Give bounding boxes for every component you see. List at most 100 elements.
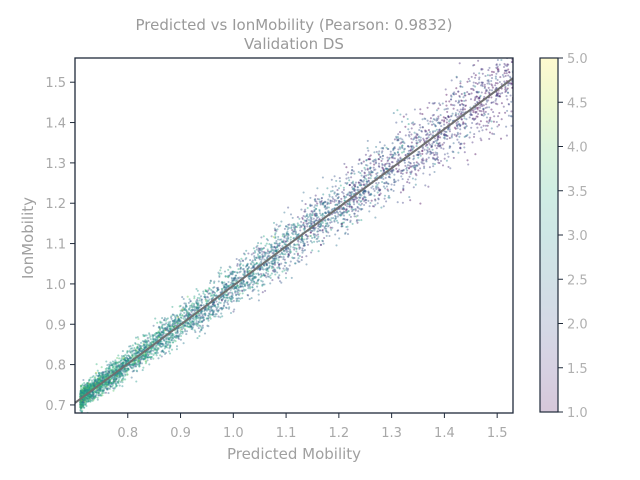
scatter-point bbox=[243, 285, 246, 288]
scatter-point bbox=[289, 245, 292, 248]
scatter-point bbox=[109, 385, 112, 388]
scatter-point bbox=[88, 397, 91, 400]
scatter-point bbox=[109, 381, 112, 384]
scatter-point bbox=[507, 84, 510, 87]
scatter-point bbox=[287, 237, 290, 240]
scatter-point bbox=[154, 334, 157, 337]
scatter-point bbox=[130, 366, 133, 369]
scatter-point bbox=[390, 188, 393, 191]
scatter-point bbox=[168, 344, 171, 347]
scatter-point bbox=[80, 403, 83, 406]
scatter-point bbox=[336, 215, 339, 218]
scatter-point bbox=[406, 117, 409, 121]
scatter-point bbox=[121, 358, 124, 361]
scatter-point bbox=[477, 112, 480, 116]
scatter-point bbox=[251, 277, 254, 280]
scatter-point bbox=[217, 288, 220, 291]
scatter-point bbox=[119, 365, 122, 368]
scatter-point bbox=[375, 161, 378, 164]
scatter-point bbox=[169, 345, 172, 348]
scatter-point bbox=[219, 301, 222, 305]
scatter-point bbox=[305, 222, 308, 225]
scatter-point bbox=[317, 227, 320, 230]
scatter-point bbox=[85, 386, 88, 389]
scatter-point bbox=[79, 401, 82, 404]
scatter-point bbox=[479, 84, 483, 87]
scatter-point bbox=[155, 332, 158, 335]
scatter-point bbox=[240, 257, 243, 260]
scatter-point bbox=[139, 347, 142, 350]
scatter-point bbox=[114, 378, 117, 381]
scatter-point bbox=[358, 194, 361, 197]
scatter-point bbox=[330, 217, 333, 220]
scatter-point bbox=[452, 93, 455, 96]
scatter-point bbox=[459, 142, 462, 145]
scatter-point bbox=[119, 363, 122, 366]
scatter-point bbox=[195, 308, 198, 311]
scatter-point bbox=[89, 388, 92, 391]
scatter-point bbox=[363, 195, 366, 198]
scatter-point bbox=[370, 199, 373, 202]
scatter-point bbox=[502, 105, 505, 108]
scatter-point bbox=[252, 277, 256, 280]
scatter-point bbox=[92, 391, 95, 394]
scatter-point bbox=[169, 325, 172, 328]
scatter-point bbox=[360, 207, 363, 210]
scatter-point bbox=[142, 335, 145, 338]
scatter-point bbox=[255, 262, 258, 265]
scatter-point bbox=[155, 352, 158, 355]
scatter-point bbox=[313, 220, 316, 223]
scatter-point bbox=[181, 332, 184, 335]
scatter-point bbox=[406, 181, 409, 184]
scatter-point bbox=[276, 266, 279, 269]
scatter-point bbox=[87, 381, 90, 385]
scatter-point bbox=[138, 357, 141, 361]
scatter-point bbox=[452, 156, 455, 159]
scatter-point bbox=[86, 382, 89, 385]
scatter-point bbox=[156, 351, 159, 354]
scatter-point bbox=[310, 223, 313, 226]
scatter-point bbox=[254, 276, 257, 279]
scatter-point bbox=[302, 214, 305, 218]
scatter-point bbox=[200, 326, 203, 329]
scatter-point bbox=[481, 81, 484, 84]
scatter-point bbox=[164, 319, 167, 322]
scatter-point bbox=[338, 237, 341, 240]
scatter-point bbox=[171, 305, 174, 308]
scatter-point bbox=[124, 373, 127, 376]
scatter-point bbox=[129, 364, 132, 367]
scatter-point bbox=[99, 385, 102, 388]
scatter-point bbox=[505, 125, 508, 128]
scatter-point bbox=[488, 137, 491, 140]
scatter-point bbox=[271, 279, 274, 282]
scatter-point bbox=[112, 380, 115, 383]
scatter-point bbox=[505, 72, 508, 75]
scatter-point bbox=[236, 293, 239, 296]
scatter-point bbox=[318, 218, 321, 221]
scatter-point bbox=[293, 256, 296, 260]
scatter-point bbox=[152, 353, 155, 357]
scatter-point bbox=[510, 110, 513, 113]
scatter-point bbox=[324, 206, 327, 209]
scatter-point bbox=[244, 258, 247, 261]
scatter-point bbox=[100, 366, 103, 369]
scatter-point bbox=[83, 399, 86, 402]
scatter-point bbox=[299, 241, 302, 244]
scatter-point bbox=[88, 396, 91, 399]
scatter-point bbox=[333, 207, 336, 210]
scatter-point bbox=[261, 291, 264, 294]
scatter-point bbox=[476, 82, 479, 85]
scatter-point bbox=[274, 246, 277, 249]
scatter-point bbox=[459, 80, 462, 83]
scatter-point bbox=[337, 199, 341, 202]
scatter-point bbox=[453, 133, 456, 136]
scatter-point bbox=[349, 215, 352, 218]
scatter-point bbox=[98, 388, 101, 391]
scatter-point bbox=[198, 299, 201, 302]
scatter-point bbox=[96, 381, 99, 385]
scatter-point bbox=[165, 329, 168, 332]
scatter-point bbox=[472, 72, 475, 75]
scatter-point bbox=[431, 148, 434, 151]
scatter-point bbox=[226, 296, 229, 299]
scatter-point bbox=[164, 351, 168, 354]
